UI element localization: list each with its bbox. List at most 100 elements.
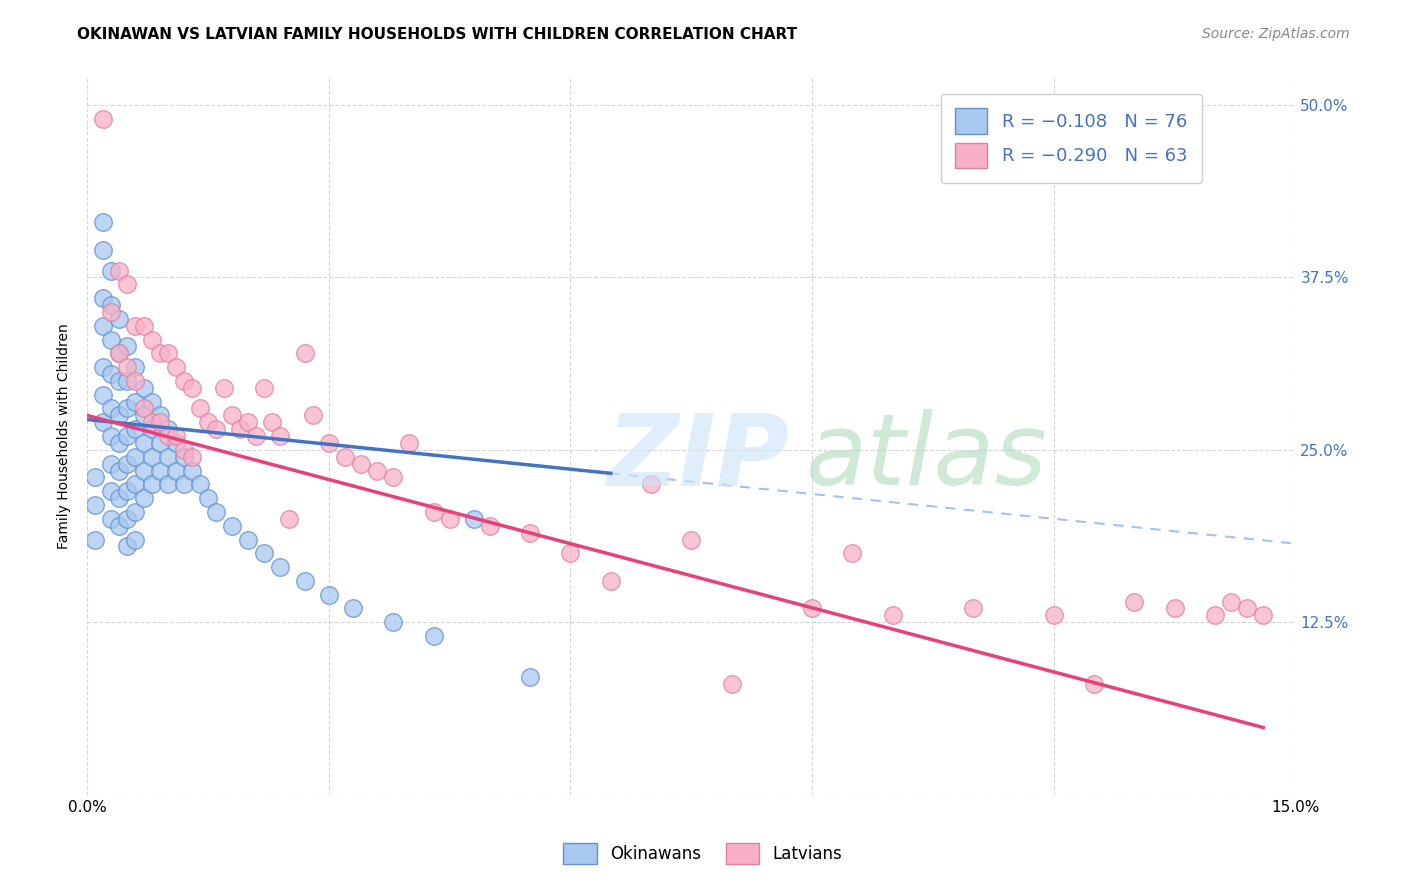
Point [962, 601, 984, 615]
Point [156, 422, 179, 436]
Point [124, 477, 146, 491]
Point [100, 367, 122, 381]
Point [100, 429, 122, 443]
Point [100, 298, 122, 312]
Point [318, 588, 340, 602]
Point [132, 381, 155, 395]
Point [173, 374, 195, 388]
Point [197, 415, 219, 429]
Point [91, 112, 114, 126]
Point [640, 477, 662, 491]
Text: atlas: atlas [806, 409, 1047, 506]
Point [132, 401, 155, 416]
Text: OKINAWAN VS LATVIAN FAMILY HOUSEHOLDS WITH CHILDREN CORRELATION CHART: OKINAWAN VS LATVIAN FAMILY HOUSEHOLDS WI… [77, 27, 797, 42]
Point [720, 677, 742, 691]
Point [124, 533, 146, 547]
Point [253, 381, 276, 395]
Point [91, 387, 114, 401]
Point [165, 436, 187, 450]
Point [165, 360, 187, 375]
Point [84, 533, 107, 547]
Point [173, 477, 195, 491]
Point [84, 470, 107, 484]
Point [117, 540, 139, 554]
Point [108, 374, 131, 388]
Point [560, 546, 582, 560]
Point [205, 422, 228, 436]
Point [238, 533, 260, 547]
Point [117, 512, 139, 526]
Point [156, 346, 179, 360]
Point [180, 464, 202, 478]
Point [108, 491, 131, 505]
Point [212, 381, 235, 395]
Point [141, 333, 163, 347]
Point [382, 470, 405, 484]
Point [117, 484, 139, 499]
Point [149, 409, 172, 423]
Text: Source: ZipAtlas.com: Source: ZipAtlas.com [1202, 27, 1350, 41]
Point [117, 277, 139, 292]
Point [124, 422, 146, 436]
Point [124, 394, 146, 409]
Point [149, 415, 172, 429]
Point [141, 477, 163, 491]
Y-axis label: Family Households with Children: Family Households with Children [58, 323, 72, 549]
Point [100, 484, 122, 499]
Point [132, 318, 155, 333]
Point [841, 546, 863, 560]
Point [463, 512, 485, 526]
Point [132, 491, 155, 505]
Point [221, 409, 243, 423]
Point [117, 374, 139, 388]
Point [188, 401, 211, 416]
Point [117, 457, 139, 471]
Point [100, 401, 122, 416]
Point [1220, 594, 1243, 608]
Point [422, 505, 444, 519]
Point [173, 442, 195, 457]
Point [1204, 608, 1226, 623]
Point [333, 450, 356, 464]
Point [519, 670, 541, 684]
Point [91, 215, 114, 229]
Point [519, 525, 541, 540]
Point [294, 574, 316, 588]
Point [180, 450, 202, 464]
Point [117, 360, 139, 375]
Point [180, 381, 202, 395]
Point [350, 457, 373, 471]
Point [1251, 608, 1274, 623]
Point [149, 346, 172, 360]
Point [108, 311, 131, 326]
Point [245, 429, 267, 443]
Point [294, 346, 316, 360]
Point [124, 450, 146, 464]
Point [117, 401, 139, 416]
Point [100, 263, 122, 277]
Point [197, 491, 219, 505]
Point [238, 415, 260, 429]
Point [262, 415, 284, 429]
Point [205, 505, 228, 519]
Point [124, 360, 146, 375]
Point [117, 429, 139, 443]
Point [108, 409, 131, 423]
Point [132, 409, 155, 423]
Point [1083, 677, 1105, 691]
Point [124, 505, 146, 519]
Point [1123, 594, 1146, 608]
Point [382, 615, 405, 630]
Point [91, 318, 114, 333]
Point [301, 409, 323, 423]
Point [277, 512, 299, 526]
Point [156, 429, 179, 443]
Point [681, 533, 703, 547]
Point [108, 346, 131, 360]
Point [100, 457, 122, 471]
Point [599, 574, 621, 588]
Point [1163, 601, 1185, 615]
Point [165, 464, 187, 478]
Point [882, 608, 904, 623]
Point [91, 360, 114, 375]
